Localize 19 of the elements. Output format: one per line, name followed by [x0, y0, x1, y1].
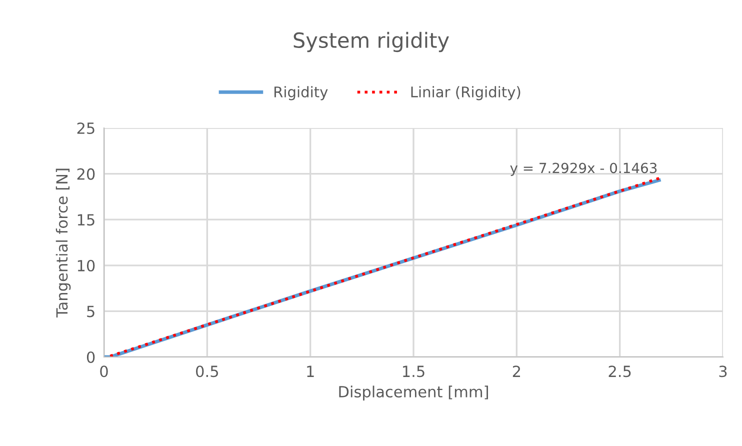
x-tick-label: 2.5: [608, 366, 631, 378]
annotation: y = 7.2929x - 0.1463: [510, 162, 657, 176]
y-tick-label: 25: [77, 122, 94, 134]
y-tick-label: 5: [87, 306, 94, 318]
x-tick-label: 3: [719, 366, 727, 378]
y-tick-label: 10: [78, 260, 95, 272]
legend-label: Rigidity: [274, 86, 328, 100]
x-tick-label: 1.5: [403, 366, 424, 378]
x-tick-label: 1: [307, 366, 314, 377]
x-tick-label: 2: [512, 366, 520, 377]
legend-label: Liniar (Rigidity): [411, 86, 520, 100]
x-axis-title: Displacement [mm]: [339, 386, 488, 400]
y-tick-label: 15: [78, 214, 94, 226]
y-tick-label: 20: [77, 168, 95, 180]
y-axis-title: Tangential force [N]: [56, 168, 71, 318]
y-tick-label: 0: [86, 351, 95, 364]
x-tick-label: 0.5: [196, 366, 218, 378]
x-tick-label: 0: [100, 366, 108, 378]
chart-title: System rigidity: [294, 32, 449, 52]
